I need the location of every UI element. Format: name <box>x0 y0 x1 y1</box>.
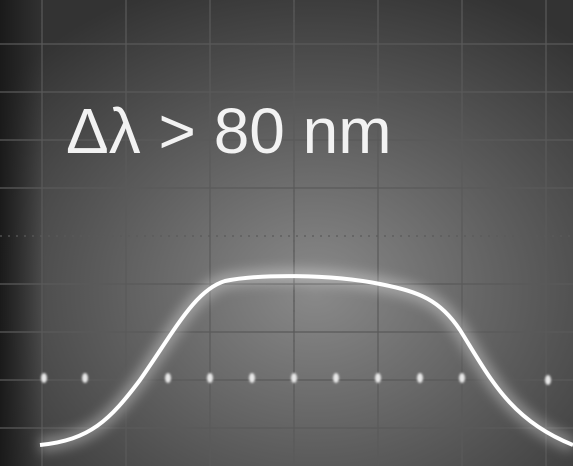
oscilloscope-photo: Δλ > 80 nm <box>0 0 573 466</box>
left-shade <box>0 0 45 466</box>
screen-background <box>0 0 573 466</box>
overlay-text: Δλ > 80 nm <box>66 95 392 167</box>
